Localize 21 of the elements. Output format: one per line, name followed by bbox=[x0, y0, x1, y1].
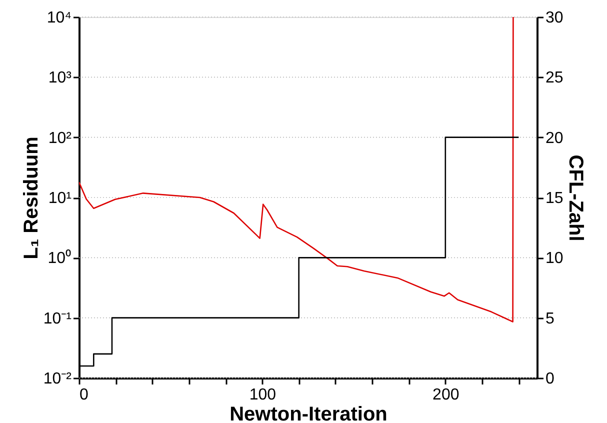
y-tick-label: 10¹ bbox=[48, 190, 72, 207]
y-axis-title: L₁ Residuum bbox=[20, 136, 42, 260]
y2-tick-label: 5 bbox=[546, 310, 554, 328]
x-tick-label: 100 bbox=[249, 386, 276, 404]
y2-tick-label: 0 bbox=[546, 370, 554, 388]
y-tick-label: 10⁴ bbox=[46, 10, 72, 26]
y-tick-label: 10⁰ bbox=[48, 249, 72, 268]
x-axis-title: Newton-Iteration bbox=[230, 404, 388, 423]
y-tick-label: 10³ bbox=[48, 70, 72, 87]
y2-tick-label: 30 bbox=[546, 10, 564, 26]
y2-tick-label: 15 bbox=[546, 190, 564, 207]
y2-tick-label: 20 bbox=[546, 130, 564, 147]
x-tick-label: 200 bbox=[432, 386, 460, 404]
x-tick-label: 0 bbox=[80, 386, 88, 404]
y-tick-label: 10⁻¹ bbox=[43, 310, 72, 328]
y-tick-label: 10⁻² bbox=[43, 370, 72, 388]
y2-axis-title: CFL-Zahl bbox=[564, 154, 586, 242]
y-tick-label: 10² bbox=[48, 130, 72, 147]
y2-tick-label: 10 bbox=[546, 250, 564, 268]
line-series bbox=[79, 17, 514, 322]
y2-tick-label: 25 bbox=[546, 70, 564, 87]
